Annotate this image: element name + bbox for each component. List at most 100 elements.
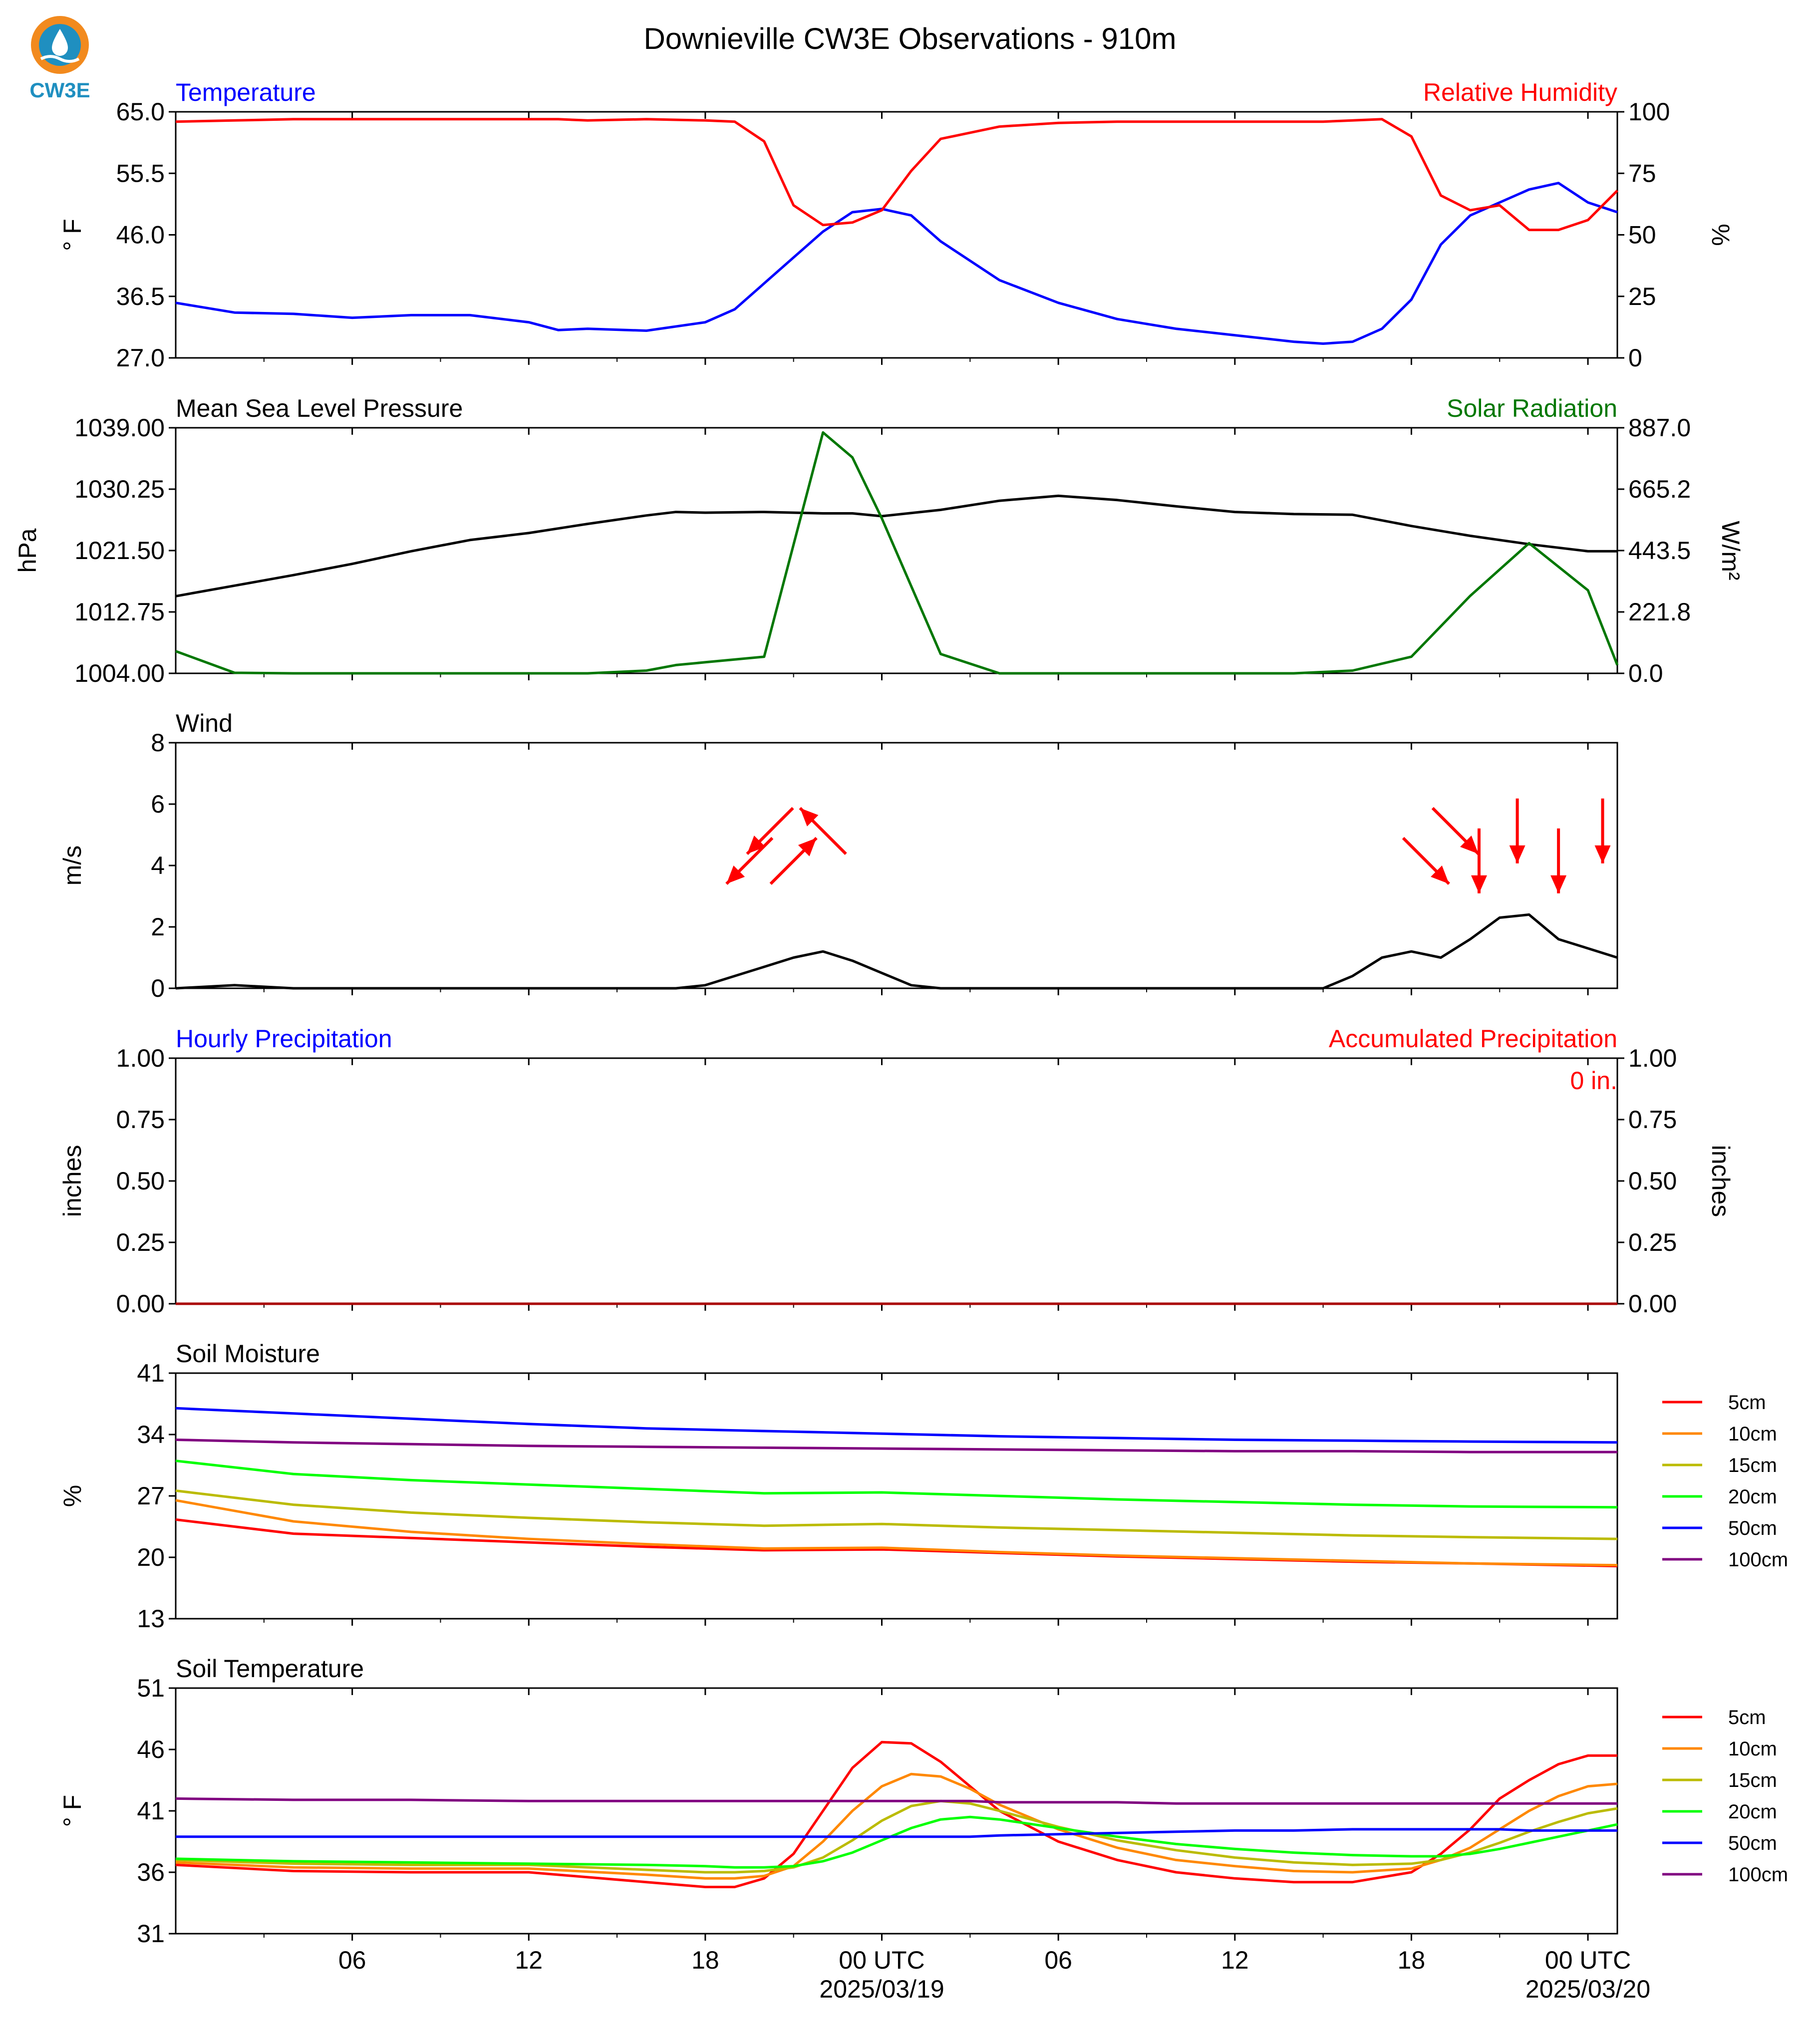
series-line-20cm [175, 1815, 1618, 1869]
series-line-15cm [175, 1489, 1618, 1540]
y-axis-label-right: W/m² [1717, 521, 1745, 580]
plot-frame [175, 1057, 1618, 1305]
series-line-relative-humidity [175, 118, 1618, 232]
y-tick-label: 36 [137, 1858, 165, 1886]
y-tick-label: 4 [151, 852, 165, 879]
series-line-100cm [175, 1439, 1617, 1453]
y-tick-label: 27.0 [116, 344, 165, 372]
legend-label: 50cm [1728, 1832, 1777, 1854]
panel-title-left: Hourly Precipitation [176, 1025, 392, 1053]
panel-wind: Wind 0 2 4 6 8 m/s [58, 709, 1618, 1002]
x-tick-label: 00 UTC [1545, 1946, 1631, 1974]
logo-text: CW3E [29, 78, 90, 102]
wind-arrow-head-icon [726, 865, 745, 884]
wind-direction-arrow [799, 807, 847, 855]
y-tick-label-right: 1.00 [1628, 1044, 1677, 1072]
series-line-wind [175, 913, 1618, 990]
plot-frame [175, 742, 1618, 989]
series-line-solar-radiation [175, 431, 1619, 675]
y-tick-label: 51 [137, 1674, 165, 1702]
legend-label: 5cm [1728, 1707, 1766, 1729]
wind-arrow-head-icon [1509, 845, 1525, 864]
legend-label: 20cm [1728, 1486, 1777, 1508]
y-tick-label: 55.5 [116, 159, 165, 187]
x-tick-label: 06 [1044, 1946, 1072, 1974]
y-tick-label: 65.0 [116, 98, 165, 126]
y-tick-label: 1039.00 [74, 414, 165, 442]
y-tick-label-right: 887.0 [1628, 414, 1691, 442]
wind-arrow-head-icon [798, 838, 817, 857]
y-tick-label-right: 665.2 [1628, 475, 1691, 503]
series-line-50cm [175, 1407, 1618, 1444]
x-tick-label: 00 UTC [839, 1946, 924, 1974]
panel-pressure_solar: Mean Sea Level Pressure Solar Radiation 10… [13, 394, 1745, 687]
y-axis-label: hPa [13, 528, 41, 573]
legend-label: 100cm [1728, 1549, 1788, 1571]
wind-direction-arrow [746, 807, 794, 855]
y-tick-label-right: 0.00 [1628, 1290, 1677, 1318]
wind-arrow-head-icon [1550, 875, 1567, 893]
y-tick-label-right: 0.0 [1628, 659, 1663, 687]
y-tick-label: 6 [151, 790, 165, 818]
wind-direction-arrow [1402, 837, 1450, 885]
series-line-20cm [175, 1459, 1618, 1509]
y-tick-label-right: 0.50 [1628, 1167, 1677, 1195]
series-line-mean-sea-level-pressure [175, 494, 1617, 597]
panel-soil_moisture: Soil Moisture1320273441%5cm10cm15cm20cm5… [58, 1340, 1788, 1633]
wind-arrow-head-icon [1594, 845, 1611, 864]
y-axis-label: inches [58, 1145, 86, 1217]
y-tick-label-right: 75 [1628, 159, 1656, 187]
y-tick-label-right: 100 [1628, 98, 1670, 126]
y-tick-label-right: 221.8 [1628, 598, 1691, 626]
plot-frame [175, 111, 1618, 359]
plot-frame [175, 1687, 1618, 1935]
x-tick-label: 12 [1221, 1946, 1249, 1974]
y-tick-label: 27 [137, 1482, 165, 1510]
y-tick-label: 34 [137, 1421, 165, 1449]
logo-drop-icon [52, 29, 68, 56]
panel-title-left: Wind [176, 709, 233, 737]
panel-title-right: Accumulated Precipitation [1329, 1025, 1617, 1053]
y-tick-label: 8 [151, 729, 165, 757]
wind-direction-arrow [769, 837, 818, 885]
x-tick-label: 12 [515, 1946, 543, 1974]
date-label: 2025/03/19 [819, 1975, 944, 2003]
panel-title-left: Mean Sea Level Pressure [176, 394, 463, 422]
wind-arrow-head-icon [1431, 865, 1449, 884]
series-line-50cm [176, 1828, 1617, 1838]
y-tick-label-right: 50 [1628, 221, 1656, 249]
legend-label: 10cm [1728, 1738, 1777, 1760]
y-tick-label: 13 [137, 1605, 165, 1633]
y-tick-label: 1030.25 [74, 475, 165, 503]
panel-temperature_humidity: Temperature Relative Humidity 27.0 36.5 46.0… [58, 78, 1735, 372]
wind-arrow-head-icon [800, 808, 819, 827]
y-tick-label-right: 0.25 [1628, 1228, 1677, 1256]
y-tick-label: 41 [137, 1359, 165, 1387]
y-tick-label: 1004.00 [74, 659, 165, 687]
y-tick-label: 0 [151, 974, 165, 1002]
y-tick-label-right: 0.75 [1628, 1106, 1677, 1134]
figure-title: Downieville CW3E Observations - 910m [643, 22, 1176, 55]
series-line-10cm [175, 1499, 1618, 1567]
panels: Temperature Relative Humidity 27.0 36.5 46.0… [13, 78, 1788, 2003]
y-tick-label-right: 25 [1628, 283, 1656, 310]
wind-direction-arrow [1509, 798, 1525, 864]
y-tick-label: 41 [137, 1797, 165, 1825]
legend-label: 100cm [1728, 1864, 1788, 1886]
wind-direction-arrow [1431, 807, 1480, 855]
x-tick-label: 18 [1398, 1946, 1426, 1974]
legend-label: 5cm [1728, 1392, 1766, 1414]
panel-title-left: Temperature [176, 78, 316, 106]
series-line-10cm [175, 1772, 1618, 1880]
y-tick-label-right: 443.5 [1628, 537, 1691, 565]
y-axis-label: ° F [58, 1795, 86, 1827]
y-tick-label-right: 0 [1628, 344, 1642, 372]
wind-direction-arrow [1594, 798, 1611, 864]
logo-wave-icon [40, 55, 80, 63]
series-line-5cm [175, 1740, 1617, 1888]
y-tick-label: 1.00 [116, 1044, 165, 1072]
series-line-100cm [175, 1797, 1617, 1805]
accumulated-total-label: 0 in. [1570, 1067, 1617, 1095]
y-tick-label: 2 [151, 913, 165, 941]
